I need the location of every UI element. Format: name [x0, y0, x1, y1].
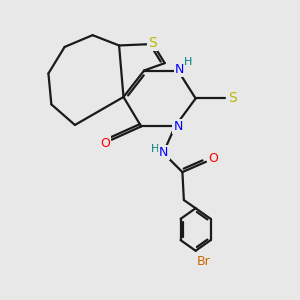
Text: S: S [148, 35, 157, 50]
Text: Br: Br [197, 255, 211, 268]
Text: O: O [208, 152, 218, 165]
Text: H: H [184, 57, 193, 67]
Text: S: S [228, 92, 237, 106]
Text: N: N [159, 146, 169, 159]
Text: N: N [173, 120, 183, 133]
Text: O: O [100, 137, 110, 150]
Text: H: H [151, 144, 159, 154]
Text: N: N [175, 62, 184, 76]
